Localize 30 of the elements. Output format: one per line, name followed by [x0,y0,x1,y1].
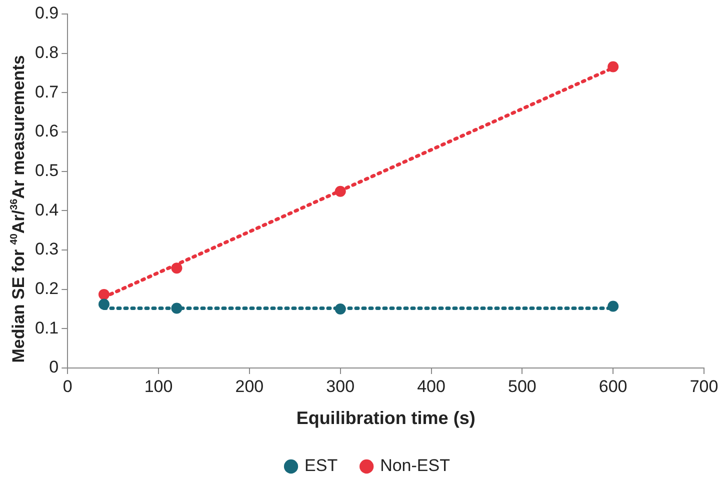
y-tick-label: 0 [49,358,59,377]
y-tick-label: 0.1 [34,318,59,338]
x-tick-label: 700 [690,376,718,396]
point [171,262,182,274]
y-tick-label: 0.9 [34,4,59,23]
y-tick-label: 0.4 [34,200,59,220]
y-tick-label: 0.5 [34,161,59,180]
point [608,61,619,72]
x-tick-label: 100 [144,376,173,396]
point [98,298,110,310]
y-tick-label: 0.3 [34,240,59,259]
y-tick-label: 0.8 [34,43,59,62]
legend-label: EST [304,456,338,476]
point [608,300,619,312]
y-tick-label: 0.2 [34,279,59,298]
legend-label: Non-EST [380,456,450,476]
point [334,304,346,314]
x-tick-label: 300 [326,376,355,396]
x-axis-title: Equilibration time (s) [296,408,476,428]
y-axis-title: Median SE for 40Ar/36Ar measurements [9,55,28,363]
x-tick-label: 500 [508,376,536,396]
point [334,186,346,197]
y-tick-label: 0.7 [34,82,59,102]
x-tick-label: 400 [417,376,446,396]
x-tick-label: 0 [62,376,72,396]
x-tick-label: 200 [235,376,264,396]
y-tick-label: 0.6 [34,122,59,141]
point [98,288,110,300]
point [171,302,182,314]
x-tick-label: 600 [598,376,628,396]
